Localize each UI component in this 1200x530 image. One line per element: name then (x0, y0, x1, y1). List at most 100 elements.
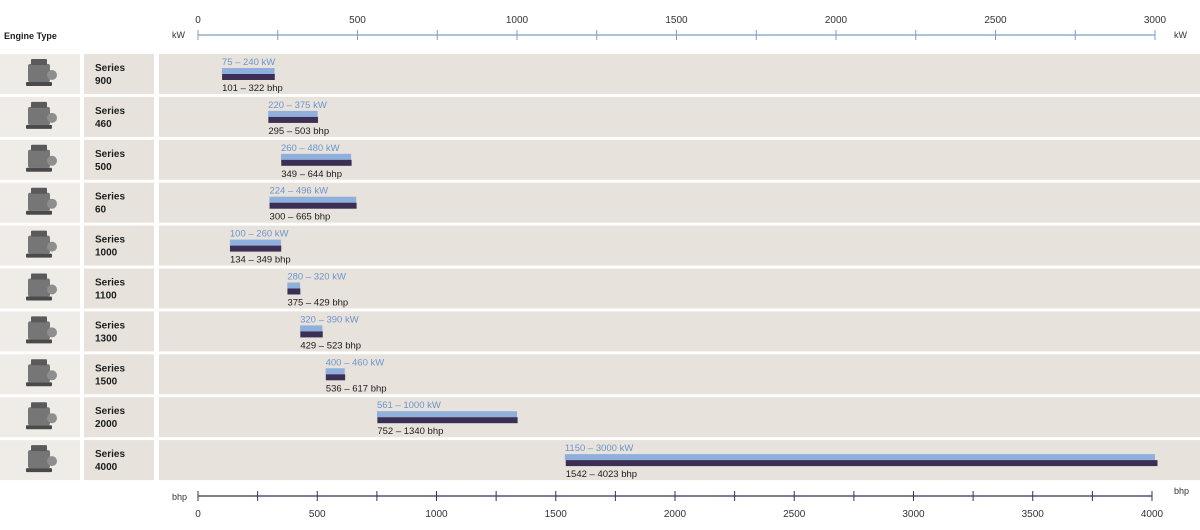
engine-row: Series 1500 400 – 460 kW 536 – 617 bhp (0, 354, 1200, 395)
bhp-tick-label: 2000 (664, 509, 687, 520)
kw-range-bar (268, 110, 318, 117)
series-label-line1: Series (95, 406, 125, 417)
engine-block-shape (28, 278, 50, 297)
engine-head-shape (31, 59, 47, 65)
engine-block-shape (28, 149, 50, 168)
series-label-line1: Series (95, 449, 125, 460)
bhp-range-label: 101 – 322 bhp (222, 83, 283, 94)
series-label-line1: Series (95, 278, 125, 289)
bhp-tick-label: 2500 (783, 509, 806, 520)
series-label-line2: 1000 (95, 248, 118, 259)
series-name-cell (84, 397, 154, 438)
bhp-range-label: 429 – 523 bhp (300, 340, 361, 351)
kw-tick-label: 0 (195, 15, 201, 26)
kw-range-label: 400 – 460 kW (326, 357, 385, 368)
engine-block-shape (28, 364, 50, 383)
engine-head-shape (31, 273, 47, 280)
bhp-range-bar (565, 460, 1158, 467)
kw-range-label: 561 – 1000 kW (377, 400, 441, 411)
engine-base-shape (26, 167, 52, 172)
engine-row: Series 2000 561 – 1000 kW 752 – 1340 bhp (0, 397, 1200, 438)
kw-tick-label: 500 (349, 15, 366, 26)
engine-icon (26, 316, 57, 344)
series-label-line1: Series (95, 106, 125, 117)
kw-range-label: 100 – 260 kW (230, 229, 289, 240)
series-name-cell (84, 225, 154, 266)
series-label-line2: 4000 (95, 462, 118, 473)
engine-icon (26, 59, 57, 86)
series-name-cell (84, 182, 154, 223)
engine-base-shape (26, 253, 52, 258)
engine-base-shape (26, 339, 52, 344)
bhp-range-bar (269, 202, 357, 209)
bhp-range-bar (287, 288, 301, 295)
bhp-tick-label: 500 (309, 509, 326, 520)
engine-icon (26, 187, 57, 215)
engine-row: Series 900 75 – 240 kW 101 – 322 bhp (0, 54, 1200, 94)
bhp-tick-label: 3000 (902, 509, 925, 520)
bhp-tick-label: 0 (195, 509, 201, 520)
engine-head-shape (31, 144, 47, 151)
engine-icon (26, 273, 57, 301)
bhp-range-label: 536 – 617 bhp (326, 383, 387, 394)
kw-unit-right: kW (1174, 30, 1188, 40)
bhp-tick-label: 4000 (1141, 509, 1164, 520)
bhp-axis: bhp bhp 0 500 1000 1500 2000 2500 3000 3500 4000 (172, 486, 1189, 520)
engine-icon (26, 230, 57, 258)
bhp-range-bar (268, 116, 318, 123)
kw-range-bar (221, 68, 275, 74)
kw-range-label: 320 – 390 kW (300, 314, 359, 325)
engine-pulley-shape (47, 413, 57, 424)
engine-head-shape (31, 187, 47, 194)
row-band (159, 311, 1200, 352)
engine-row: Series 460 220 – 375 kW 295 – 503 bhp (0, 96, 1200, 137)
kw-unit-left: kW (172, 30, 186, 40)
engine-row: Series 1000 100 – 260 kW 134 – 349 bhp (0, 225, 1200, 266)
bhp-unit-left: bhp (172, 492, 187, 502)
series-label-line2: 60 (95, 205, 107, 216)
kw-range-bar (376, 411, 517, 418)
kw-tick-label: 1500 (665, 15, 688, 26)
kw-range-label: 280 – 320 kW (287, 272, 346, 283)
engine-row: Series 1100 280 – 320 kW 375 – 429 bhp (0, 268, 1200, 309)
series-name-cell (84, 440, 154, 481)
engine-rows: Series 900 75 – 240 kW 101 – 322 bhp Series 4… (0, 54, 1200, 481)
bhp-range-bar (300, 331, 323, 338)
engine-base-shape (26, 468, 52, 473)
engine-pulley-shape (47, 198, 57, 209)
series-label-line2: 1300 (95, 333, 118, 344)
engine-pulley-shape (47, 155, 57, 166)
engine-pulley-shape (47, 456, 57, 467)
bhp-range-label: 300 – 665 bhp (270, 212, 331, 223)
kw-axis: kW kW 0 500 1000 1500 2000 2500 3000 (172, 15, 1188, 40)
series-name-cell (84, 54, 154, 94)
engine-block-shape (28, 64, 50, 82)
bhp-range-label: 375 – 429 bhp (287, 298, 348, 309)
kw-tick-label: 2500 (984, 15, 1007, 26)
engine-pulley-shape (47, 70, 57, 80)
bhp-range-bar (325, 374, 346, 381)
series-label-line1: Series (95, 192, 125, 203)
row-band (159, 397, 1200, 438)
bhp-range-bar (222, 74, 275, 80)
series-label-line2: 1500 (95, 376, 118, 387)
engine-head-shape (31, 316, 47, 323)
series-label-line2: 2000 (95, 419, 118, 430)
engine-head-shape (31, 101, 47, 108)
bhp-range-label: 1542 – 4023 bhp (566, 469, 637, 480)
engine-row: Series 500 260 – 480 kW 349 – 644 bhp (0, 139, 1200, 180)
engine-base-shape (26, 425, 52, 430)
bhp-range-label: 349 – 644 bhp (281, 169, 342, 180)
bhp-unit-right: bhp (1174, 486, 1189, 496)
series-label-line1: Series (95, 63, 125, 74)
bhp-range-bar (229, 245, 282, 252)
engine-row: Series 4000 1150 – 3000 kW 1542 – 4023 bhp (0, 440, 1200, 481)
series-name-cell (84, 354, 154, 395)
kw-tick-label: 2000 (825, 15, 848, 26)
engine-head-shape (31, 402, 47, 409)
series-name-cell (84, 96, 154, 137)
row-band (159, 225, 1200, 266)
kw-range-bar (300, 325, 323, 332)
kw-tick-label: 3000 (1144, 15, 1167, 26)
